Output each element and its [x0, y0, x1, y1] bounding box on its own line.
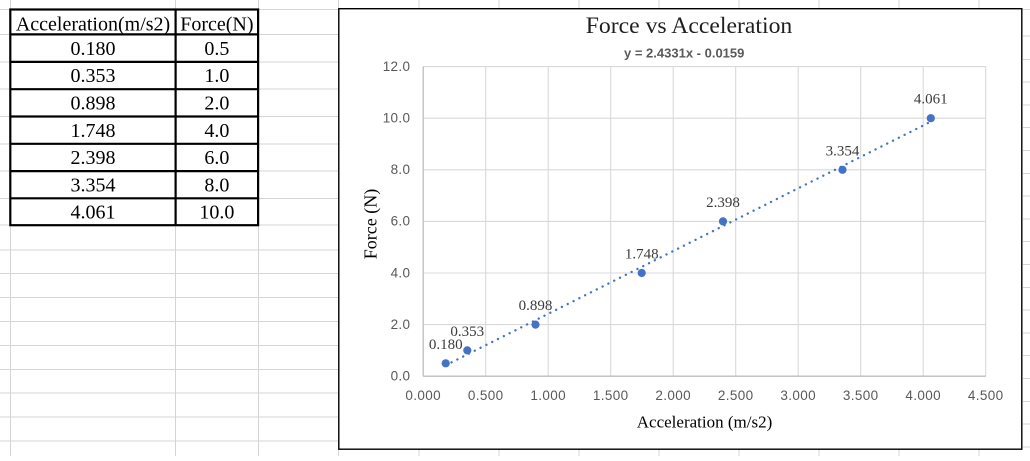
svg-text:1.500: 1.500: [593, 388, 629, 403]
svg-text:0.180: 0.180: [71, 38, 116, 60]
svg-text:6.0: 6.0: [391, 214, 411, 229]
svg-text:8.0: 8.0: [204, 174, 229, 196]
svg-text:0.0: 0.0: [391, 369, 411, 384]
svg-text:4.0: 4.0: [391, 265, 411, 280]
svg-text:6.0: 6.0: [204, 147, 229, 169]
svg-text:4.061: 4.061: [71, 201, 116, 223]
svg-text:4.061: 4.061: [914, 92, 948, 108]
svg-text:y = 2.4331x - 0.0159: y = 2.4331x - 0.0159: [624, 45, 744, 60]
svg-text:0.898: 0.898: [71, 92, 116, 114]
svg-text:8.0: 8.0: [391, 162, 411, 177]
svg-text:2.500: 2.500: [718, 388, 754, 403]
svg-text:Acceleration (m/s2): Acceleration (m/s2): [637, 413, 772, 432]
svg-text:0.898: 0.898: [519, 298, 553, 314]
svg-text:0.353: 0.353: [71, 65, 116, 87]
svg-text:3.354: 3.354: [826, 143, 860, 159]
svg-text:0.500: 0.500: [468, 388, 504, 403]
svg-text:1.748: 1.748: [625, 247, 659, 263]
svg-text:4.0: 4.0: [204, 120, 229, 142]
svg-text:0.180: 0.180: [429, 337, 463, 353]
svg-text:0.5: 0.5: [204, 38, 229, 60]
svg-text:0.000: 0.000: [405, 388, 441, 403]
svg-text:3.500: 3.500: [843, 388, 879, 403]
svg-text:Force vs Acceleration: Force vs Acceleration: [586, 13, 793, 39]
svg-text:1.0: 1.0: [204, 65, 229, 87]
svg-text:Force(N): Force(N): [180, 13, 253, 35]
svg-text:10.0: 10.0: [199, 201, 234, 223]
svg-text:2.0: 2.0: [391, 317, 411, 332]
svg-text:2.398: 2.398: [71, 147, 116, 169]
svg-text:2.0: 2.0: [204, 92, 229, 114]
svg-text:0.353: 0.353: [450, 324, 484, 340]
svg-text:Acceleration(m/s2): Acceleration(m/s2): [16, 13, 170, 35]
svg-text:2.398: 2.398: [706, 195, 740, 211]
svg-text:1.000: 1.000: [530, 388, 566, 403]
svg-text:10.0: 10.0: [383, 111, 411, 126]
svg-text:2.000: 2.000: [655, 388, 691, 403]
svg-text:Force (N): Force (N): [361, 189, 382, 259]
svg-text:4.500: 4.500: [968, 388, 1004, 403]
svg-text:1.748: 1.748: [71, 120, 116, 142]
svg-text:12.0: 12.0: [383, 59, 411, 74]
svg-text:4.000: 4.000: [905, 388, 941, 403]
svg-text:3.354: 3.354: [71, 174, 116, 196]
svg-text:3.000: 3.000: [780, 388, 816, 403]
